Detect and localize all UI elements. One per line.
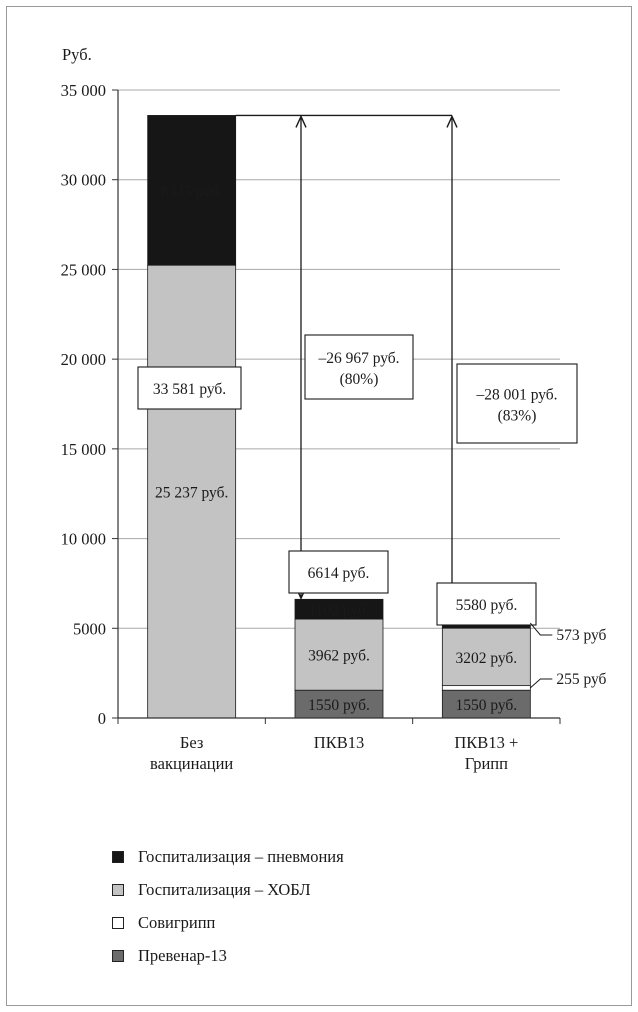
y-axis-label: Руб. [62,45,92,64]
data-label: 3202 руб. [455,650,517,667]
total-label: 33 581 руб. [153,381,226,398]
data-label: 3962 руб. [308,648,370,665]
bar-segment [147,115,237,266]
y-tick-label: 25 000 [61,260,106,279]
bar-segment [441,685,531,691]
legend-swatch [112,950,124,962]
data-label: 1550 руб. [455,697,517,714]
total-label: 6614 руб. [308,565,370,582]
y-tick-label: 0 [98,709,106,728]
legend-item: Превенар-13 [112,946,227,966]
legend-swatch [112,917,124,929]
data-label: 8345 руб. [161,183,223,200]
x-tick-label: Без [180,733,204,752]
y-tick-label: 5000 [73,619,106,638]
data-label: 1102 руб. [308,602,369,619]
side-label: 573 руб [556,627,606,644]
savings-label: –26 967 руб. [317,350,399,367]
savings-box [456,363,578,444]
side-label: 255 руб [556,671,606,688]
total-label-box [137,366,242,410]
legend-item: Госпитализация – ХОБЛ [112,880,311,900]
x-tick-label: Грипп [465,754,508,773]
leader-line [530,678,553,689]
legend-swatch [112,851,124,863]
legend-label: Госпитализация – ХОБЛ [138,880,311,899]
savings-label: –28 001 руб. [475,387,557,404]
chart-frame [6,6,632,1006]
legend-item: Совигрипп [112,913,215,933]
bar-segment [441,627,531,687]
data-label: 25 237 руб. [155,485,228,502]
bar-segment [294,689,384,719]
bar-segment [294,598,384,620]
savings-label: (80%) [340,371,379,388]
legend-item: Госпитализация – пневмония [112,847,344,867]
savings-box [304,334,414,400]
legend-label: Превенар-13 [138,946,227,965]
arrowhead [446,114,458,128]
bars: 1550 руб. 1550 руб. 25 237 руб. 3962 руб. 32… [147,115,531,719]
axes: 0 5000 10 000 15 000 20 000 25 000 30 000 35 00… [61,81,561,773]
y-tick-label: 20 000 [61,350,106,369]
legend-label: Совигрипп [138,913,216,932]
x-tick-label: ПКВ13 + [454,733,518,752]
arrowhead [295,114,307,128]
annotations: 33 581 руб. 6614 руб. 5580 руб. –26 967 руб… [137,114,607,689]
savings-label: (83%) [498,408,537,425]
leader-line [529,622,553,636]
x-tick-label: вакцинации [150,754,233,773]
data-label: 1550 руб. [308,697,370,714]
total-label-box [436,582,537,626]
y-tick-label: 35 000 [61,81,106,100]
legend-label: Госпитализация – пневмония [138,847,344,866]
x-tick-label: ПКВ13 [314,733,364,752]
total-label-box [288,550,389,594]
total-label: 5580 руб. [456,597,518,614]
y-tick-label: 10 000 [61,530,106,549]
legend-swatch [112,884,124,896]
y-tick-label: 15 000 [61,440,106,459]
y-tick-label: 30 000 [61,171,106,190]
